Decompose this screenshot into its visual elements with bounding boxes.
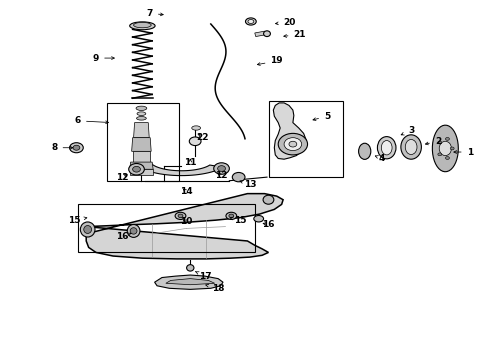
Polygon shape [133, 151, 150, 162]
Ellipse shape [134, 22, 151, 28]
Circle shape [189, 137, 201, 145]
Polygon shape [155, 275, 223, 289]
Circle shape [214, 163, 229, 174]
Ellipse shape [137, 112, 146, 116]
Polygon shape [130, 169, 153, 175]
Text: 12: 12 [116, 173, 128, 182]
Circle shape [289, 141, 297, 147]
Ellipse shape [248, 19, 254, 23]
Polygon shape [255, 31, 266, 37]
Circle shape [278, 134, 308, 155]
Text: 2: 2 [425, 137, 441, 146]
Ellipse shape [137, 117, 147, 120]
Circle shape [445, 157, 449, 159]
Ellipse shape [401, 135, 421, 159]
Ellipse shape [80, 222, 95, 237]
Ellipse shape [377, 136, 396, 159]
Text: 3: 3 [401, 126, 414, 135]
Ellipse shape [405, 139, 417, 154]
Ellipse shape [187, 265, 194, 271]
Circle shape [450, 147, 454, 150]
Polygon shape [138, 164, 223, 176]
Ellipse shape [84, 226, 92, 233]
Text: 17: 17 [196, 271, 211, 280]
Text: 7: 7 [147, 9, 163, 18]
Polygon shape [166, 279, 215, 285]
Text: 5: 5 [313, 112, 330, 121]
Ellipse shape [229, 214, 234, 218]
Ellipse shape [359, 143, 371, 159]
Ellipse shape [381, 140, 392, 155]
Ellipse shape [130, 22, 155, 30]
Ellipse shape [226, 212, 237, 220]
Ellipse shape [192, 126, 200, 130]
Text: 9: 9 [93, 54, 114, 63]
Ellipse shape [130, 228, 137, 234]
Circle shape [438, 153, 442, 156]
Text: 15: 15 [68, 216, 87, 225]
Polygon shape [132, 138, 151, 151]
Circle shape [133, 166, 141, 172]
Text: 13: 13 [240, 180, 256, 189]
Text: 11: 11 [184, 158, 196, 167]
Text: 20: 20 [275, 18, 295, 27]
Text: 19: 19 [257, 57, 283, 66]
Text: 4: 4 [375, 154, 385, 163]
Text: 10: 10 [180, 217, 193, 226]
Ellipse shape [136, 106, 147, 111]
Polygon shape [273, 103, 306, 159]
Ellipse shape [127, 225, 140, 237]
Ellipse shape [263, 195, 274, 204]
Ellipse shape [245, 18, 256, 25]
Circle shape [129, 163, 145, 175]
Circle shape [70, 143, 83, 153]
Circle shape [218, 166, 225, 171]
Ellipse shape [178, 214, 183, 218]
Text: 16: 16 [262, 220, 275, 229]
Ellipse shape [264, 31, 270, 37]
Text: 6: 6 [75, 116, 108, 125]
Circle shape [438, 141, 442, 144]
Polygon shape [130, 162, 153, 169]
Text: 12: 12 [215, 171, 228, 180]
Polygon shape [134, 123, 149, 138]
Circle shape [284, 138, 302, 150]
Ellipse shape [175, 212, 186, 220]
Text: 21: 21 [284, 30, 306, 39]
Text: 8: 8 [51, 143, 73, 152]
Polygon shape [432, 125, 458, 172]
Text: 15: 15 [230, 216, 246, 225]
Ellipse shape [439, 141, 451, 156]
Circle shape [232, 172, 245, 182]
Ellipse shape [254, 216, 264, 222]
Circle shape [445, 138, 449, 140]
Text: 22: 22 [196, 133, 208, 142]
Circle shape [73, 145, 80, 150]
Polygon shape [86, 194, 283, 259]
Text: 18: 18 [206, 284, 224, 293]
Text: 14: 14 [180, 187, 193, 196]
Text: 1: 1 [454, 148, 473, 157]
Text: 16: 16 [116, 232, 131, 241]
